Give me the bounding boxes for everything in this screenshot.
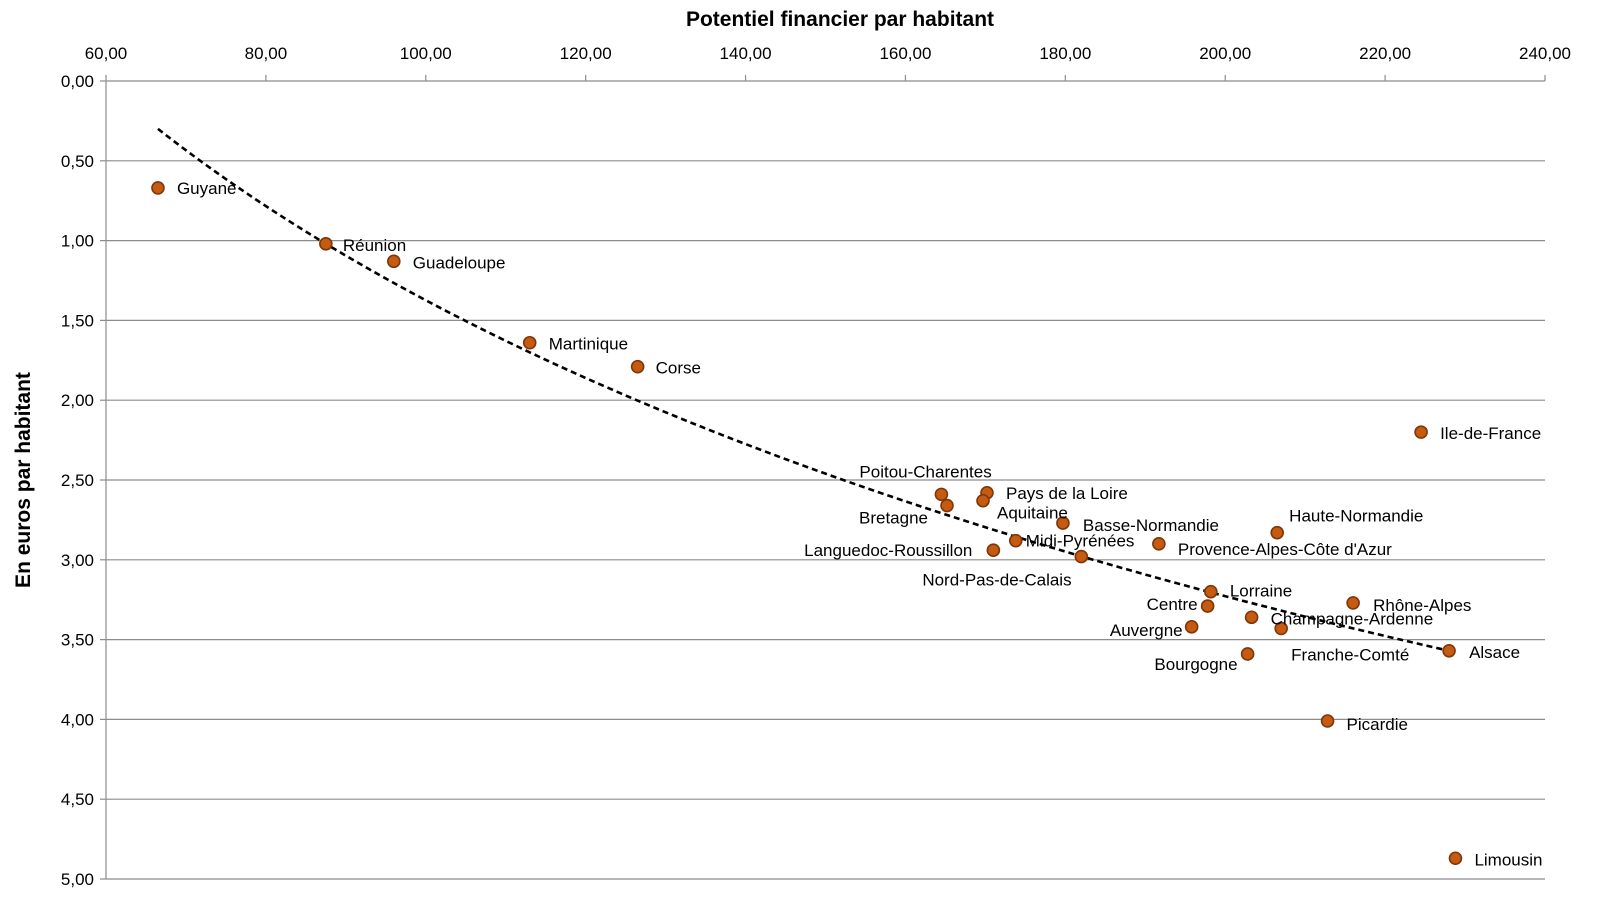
- y-tick-label: 4,00: [61, 710, 94, 729]
- x-tick-label: 200,00: [1199, 44, 1251, 63]
- data-point: [632, 361, 644, 373]
- point-label: Bourgogne: [1154, 655, 1237, 674]
- data-point: [987, 544, 999, 556]
- point-label: Corse: [656, 359, 701, 378]
- point-label: Alsace: [1469, 643, 1520, 662]
- data-points: [152, 182, 1461, 864]
- point-label: Champagne-Ardenne: [1271, 609, 1434, 628]
- x-tick-label: 80,00: [245, 44, 288, 63]
- x-axis-title: Potentiel financier par habitant: [686, 8, 994, 31]
- gridlines: [106, 81, 1545, 879]
- data-point: [1322, 715, 1334, 727]
- data-point: [941, 500, 953, 512]
- data-point: [1153, 538, 1165, 550]
- data-point: [1242, 648, 1254, 660]
- data-point: [1075, 551, 1087, 563]
- point-label: Midi-Pyrénées: [1026, 532, 1135, 551]
- data-point: [1010, 535, 1022, 547]
- point-label: Lorraine: [1230, 582, 1292, 601]
- data-point: [935, 488, 947, 500]
- data-point: [524, 337, 536, 349]
- data-point: [1202, 600, 1214, 612]
- y-tick-label: 4,50: [61, 790, 94, 809]
- x-tick-label: 100,00: [400, 44, 452, 63]
- y-tick-label: 1,50: [61, 311, 94, 330]
- data-point: [1415, 426, 1427, 438]
- point-label: Réunion: [343, 236, 406, 255]
- point-label: Guyane: [177, 179, 237, 198]
- point-label: Limousin: [1474, 850, 1542, 869]
- point-label: Aquitaine: [997, 504, 1068, 523]
- point-label: Bretagne: [859, 509, 928, 528]
- y-tick-label: 3,50: [61, 631, 94, 650]
- y-tick-label: 2,50: [61, 471, 94, 490]
- x-tick-label: 180,00: [1039, 44, 1091, 63]
- point-label: Centre: [1147, 595, 1198, 614]
- x-tick-label: 140,00: [720, 44, 772, 63]
- data-point: [1347, 597, 1359, 609]
- x-tick-label: 160,00: [879, 44, 931, 63]
- data-point: [1449, 852, 1461, 864]
- point-label: Haute-Normandie: [1289, 507, 1423, 526]
- x-tick-label: 60,00: [85, 44, 128, 63]
- data-point: [1186, 621, 1198, 633]
- point-label: Picardie: [1347, 715, 1408, 734]
- x-tick-label: 120,00: [560, 44, 612, 63]
- point-label: Martinique: [549, 335, 628, 354]
- y-tick-label: 0,50: [61, 152, 94, 171]
- data-point: [977, 495, 989, 507]
- point-label: Nord-Pas-de-Calais: [922, 571, 1071, 590]
- point-label: Franche-Comté: [1291, 645, 1409, 664]
- y-tick-label: 2,00: [61, 391, 94, 410]
- axes: 0,00 0,50 1,00 1,50 2,00 2,50 3,00 3,50 4,00 4,50…: [61, 44, 1571, 889]
- point-label: Languedoc-Roussillon: [804, 541, 972, 560]
- data-point: [388, 255, 400, 267]
- point-label: Poitou-Charentes: [859, 462, 991, 481]
- trendline: [158, 129, 1449, 651]
- data-point: [152, 182, 164, 194]
- data-point: [1246, 611, 1258, 623]
- data-point: [1271, 527, 1283, 539]
- trendline-layer: [158, 129, 1449, 651]
- y-tick-label: 5,00: [61, 870, 94, 889]
- data-point: [320, 238, 332, 250]
- point-label: Ile-de-France: [1440, 424, 1541, 443]
- y-tick-label: 3,00: [61, 551, 94, 570]
- point-label: Auvergne: [1110, 621, 1183, 640]
- y-axis-title: En euros par habitant: [12, 372, 35, 588]
- data-point: [1443, 645, 1455, 657]
- point-label: Provence-Alpes-Côte d'Azur: [1178, 540, 1392, 559]
- point-label: Pays de la Loire: [1006, 484, 1128, 503]
- y-tick-label: 1,00: [61, 232, 94, 251]
- y-tick-label: 0,00: [61, 72, 94, 91]
- data-point: [1205, 586, 1217, 598]
- point-label: Guadeloupe: [413, 253, 506, 272]
- x-tick-label: 240,00: [1519, 44, 1571, 63]
- point-labels: Guyane Réunion Guadeloupe Martinique Corse Il…: [177, 179, 1543, 869]
- x-tick-label: 220,00: [1359, 44, 1411, 63]
